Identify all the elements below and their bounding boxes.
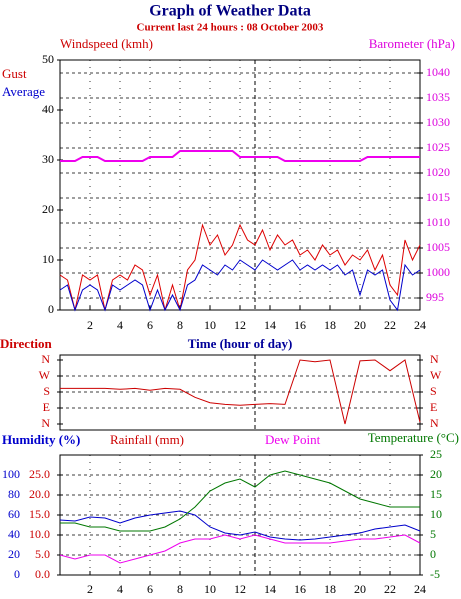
y2-tick-label: 15 xyxy=(430,487,442,501)
y3-tick-label: 25.0 xyxy=(29,467,50,481)
series-line xyxy=(59,223,421,311)
series-line xyxy=(60,470,420,532)
y3-tick-label: 20.0 xyxy=(29,487,50,501)
series-line xyxy=(59,534,421,564)
y-tick-label: W xyxy=(39,368,51,382)
y-tick-label: 100 xyxy=(2,467,20,481)
legend-label: Humidity (%) xyxy=(2,432,80,447)
y2-tick-label: 25 xyxy=(430,447,442,461)
x-tick-label: 16 xyxy=(294,582,306,596)
y2-axis-label: Barometer (hPa) xyxy=(369,36,455,51)
series-line xyxy=(59,510,421,541)
y-tick-label: N xyxy=(41,352,50,366)
y3-tick-label: 5.0 xyxy=(35,547,50,561)
x-tick-label: 18 xyxy=(324,318,336,332)
x-tick-label: 4 xyxy=(117,582,123,596)
y2-tick-label: 20 xyxy=(430,467,442,481)
y2-tick-label: 1005 xyxy=(426,240,450,254)
y2-tick-label: 1035 xyxy=(426,90,450,104)
y-tick-label: 30 xyxy=(42,152,54,166)
x-tick-label: 20 xyxy=(354,582,366,596)
legend-label: Average xyxy=(2,84,45,99)
chart-title: Graph of Weather Data xyxy=(149,3,311,20)
x-tick-label: 16 xyxy=(294,318,306,332)
y2-tick-label: 1025 xyxy=(426,140,450,154)
y-tick-label: 80 xyxy=(8,487,20,501)
y3-tick-label: 0.0 xyxy=(35,567,50,581)
y-tick-label: N xyxy=(430,352,439,366)
x-tick-label: 14 xyxy=(264,582,276,596)
x-tick-label: 24 xyxy=(414,582,426,596)
legend-label: Temperature (°C) xyxy=(368,430,459,445)
y-tick-label: N xyxy=(430,416,439,430)
y-tick-label: E xyxy=(430,400,437,414)
x-tick-label: 12 xyxy=(234,582,246,596)
y2-tick-label: 1020 xyxy=(426,165,450,179)
y2-tick-label: 995 xyxy=(426,290,444,304)
y2-tick-label: 10 xyxy=(430,507,442,521)
y-tick-label: 40 xyxy=(8,527,20,541)
y-tick-label: W xyxy=(430,368,442,382)
x-tick-label: 18 xyxy=(324,582,336,596)
x-tick-label: 8 xyxy=(177,582,183,596)
y3-tick-label: 15.0 xyxy=(29,507,50,521)
y-tick-label: N xyxy=(41,416,50,430)
y2-tick-label: 1015 xyxy=(426,190,450,204)
y-tick-label: 40 xyxy=(42,102,54,116)
y-tick-label: E xyxy=(43,400,50,414)
y-tick-label: S xyxy=(43,384,50,398)
series-line xyxy=(59,259,421,312)
y-tick-label: S xyxy=(430,384,437,398)
y-axis-label: Windspeed (kmh) xyxy=(60,36,153,51)
y-tick-label: 0 xyxy=(14,567,20,581)
y2-tick-label: 1000 xyxy=(426,265,450,279)
y-tick-label: 20 xyxy=(8,547,20,561)
y3-tick-label: 10.0 xyxy=(29,527,50,541)
y2-tick-label: -5 xyxy=(430,567,440,581)
y2-tick-label: 1010 xyxy=(426,215,450,229)
x-axis-label: Time (hour of day) xyxy=(188,336,293,351)
x-tick-label: 20 xyxy=(354,318,366,332)
x-tick-label: 24 xyxy=(414,318,426,332)
y2-tick-label: 1040 xyxy=(426,65,450,79)
x-tick-label: 10 xyxy=(204,582,216,596)
x-tick-label: 22 xyxy=(384,582,396,596)
plot-frame xyxy=(59,59,421,311)
x-tick-label: 6 xyxy=(147,582,153,596)
y-tick-label: 20 xyxy=(42,202,54,216)
plot-frame xyxy=(59,354,421,431)
y-tick-label: 60 xyxy=(8,507,20,521)
x-tick-label: 8 xyxy=(177,318,183,332)
x-tick-label: 2 xyxy=(87,582,93,596)
y2-tick-label: 0 xyxy=(430,547,436,561)
y-tick-label: 50 xyxy=(42,52,54,66)
chart-subtitle: Current last 24 hours : 08 October 2003 xyxy=(137,22,324,34)
x-tick-label: 4 xyxy=(117,318,123,332)
x-tick-label: 2 xyxy=(87,318,93,332)
series-line xyxy=(60,359,421,425)
legend-label: Gust xyxy=(2,66,27,81)
x-tick-label: 12 xyxy=(234,318,246,332)
x-tick-label: 6 xyxy=(147,318,153,332)
x-tick-label: 10 xyxy=(204,318,216,332)
y-axis-label: Direction xyxy=(0,336,53,351)
y-tick-label: 0 xyxy=(48,302,54,316)
x-tick-label: 14 xyxy=(264,318,276,332)
x-tick-label: 22 xyxy=(384,318,396,332)
series-line xyxy=(60,150,420,162)
legend-label: Dew Point xyxy=(265,432,321,447)
y2-tick-label: 1030 xyxy=(426,115,450,129)
y3-axis-label: Rainfall (mm) xyxy=(110,432,184,447)
y-tick-label: 10 xyxy=(42,252,54,266)
y2-tick-label: 5 xyxy=(430,527,436,541)
